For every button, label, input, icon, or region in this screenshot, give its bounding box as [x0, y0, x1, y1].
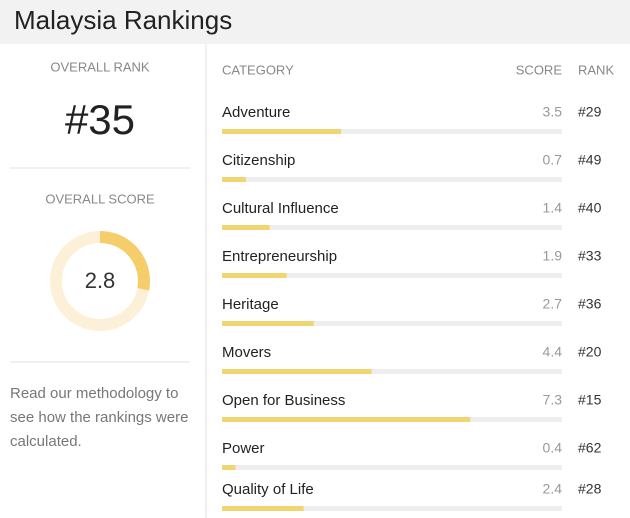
category-name: Movers	[222, 344, 271, 361]
page-title: Malaysia Rankings	[14, 5, 232, 35]
score-track	[222, 369, 562, 374]
category-rank: #15	[578, 392, 602, 408]
score-track	[222, 129, 562, 134]
column-header: SCORE	[516, 62, 563, 77]
score-bar	[222, 177, 246, 182]
category-name: Heritage	[222, 296, 279, 313]
category-name: Entrepreneurship	[222, 248, 337, 265]
score-label: OVERALL SCORE	[45, 191, 155, 206]
score-bar	[222, 225, 270, 230]
score-track	[222, 321, 562, 326]
score-track	[222, 177, 562, 182]
score-bar	[222, 273, 287, 278]
score-track	[222, 225, 562, 230]
category-rank: #49	[578, 152, 602, 168]
category-score: 3.5	[543, 104, 563, 120]
category-rank: #29	[578, 104, 602, 120]
category-name: Adventure	[222, 104, 290, 121]
category-score: 2.4	[543, 481, 563, 497]
category-rank: #20	[578, 344, 602, 360]
score-bar	[222, 506, 304, 511]
category-name: Power	[222, 440, 265, 457]
score-bar	[222, 129, 341, 134]
category-score: 7.3	[543, 392, 563, 408]
score-bar	[222, 321, 314, 326]
score-bar	[222, 465, 236, 470]
category-rank: #40	[578, 200, 602, 216]
score-bar	[222, 369, 372, 374]
category-name: Cultural Influence	[222, 200, 339, 217]
category-name: Citizenship	[222, 152, 295, 169]
category-rank: #28	[578, 481, 602, 497]
column-header: RANK	[578, 62, 614, 77]
category-score: 4.4	[543, 344, 563, 360]
category-score: 0.7	[543, 152, 563, 168]
category-name: Open for Business	[222, 392, 345, 409]
category-score: 2.7	[543, 296, 563, 312]
overall-score: 2.8	[85, 268, 116, 293]
score-track	[222, 506, 562, 511]
rank-label: OVERALL RANK	[50, 59, 150, 74]
category-name: Quality of Life	[222, 481, 314, 498]
category-score: 1.4	[543, 200, 563, 216]
methodology-note: Read our methodology to see how the rank…	[10, 385, 189, 450]
column-header: CATEGORY	[222, 62, 294, 77]
category-rank: #33	[578, 248, 602, 264]
score-ring-arc	[99, 231, 150, 291]
category-rank: #36	[578, 296, 602, 312]
category-score: 0.4	[543, 440, 563, 456]
title-bar	[0, 0, 630, 44]
category-score: 1.9	[543, 248, 563, 264]
score-track	[222, 465, 562, 470]
score-bar	[222, 417, 471, 422]
overall-rank: #35	[65, 96, 135, 143]
score-track	[222, 273, 562, 278]
category-rank: #62	[578, 440, 602, 456]
